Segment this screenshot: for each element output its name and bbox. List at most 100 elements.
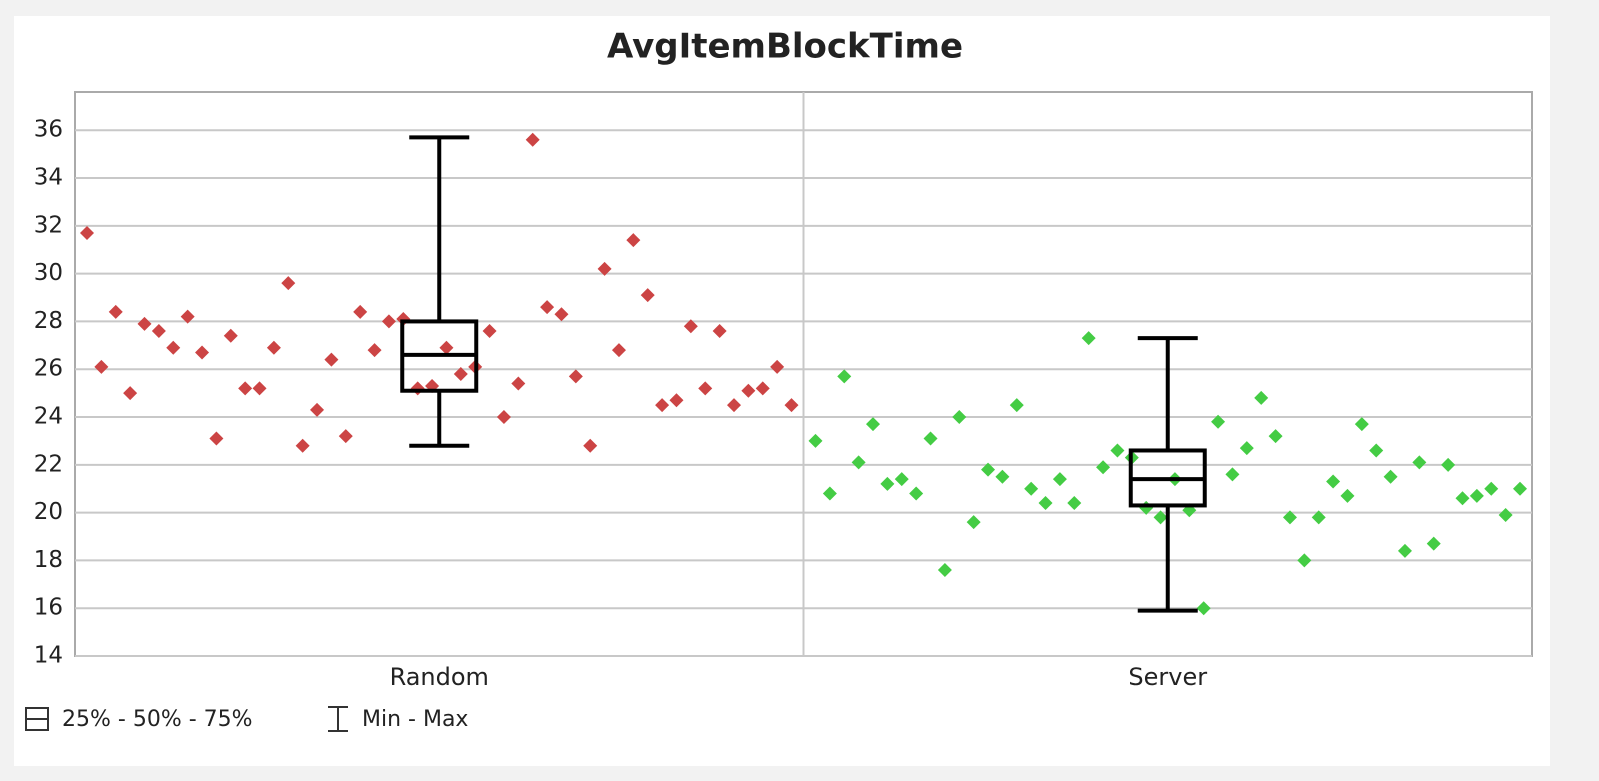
data-point — [1354, 417, 1369, 432]
data-point — [1239, 441, 1254, 456]
data-point — [1498, 508, 1513, 522]
data-point — [195, 345, 210, 360]
data-point — [966, 515, 981, 530]
data-point — [1254, 390, 1269, 405]
panel — [14, 16, 1550, 766]
data-point — [137, 316, 152, 331]
data-point — [568, 369, 583, 384]
x-tick-label: Server — [1128, 663, 1207, 691]
data-point — [439, 340, 454, 355]
data-point — [281, 276, 296, 291]
data-point — [923, 431, 938, 446]
data-point — [1110, 443, 1125, 458]
data-point — [482, 323, 497, 338]
data-point — [1397, 543, 1412, 558]
data-point — [1096, 460, 1111, 475]
data-point — [866, 417, 881, 432]
data-point — [640, 288, 655, 303]
data-point — [851, 455, 866, 470]
data-point — [1153, 510, 1168, 525]
data-point — [381, 314, 396, 329]
data-point — [822, 486, 837, 501]
y-tick-label: 28 — [34, 308, 63, 334]
data-point — [669, 393, 684, 408]
data-point — [995, 469, 1010, 484]
y-tick-label: 14 — [34, 643, 63, 669]
data-point — [209, 431, 224, 446]
y-tick-label: 22 — [34, 451, 63, 477]
data-point — [583, 438, 598, 453]
data-point — [1383, 469, 1398, 484]
y-tick-label: 30 — [34, 260, 63, 286]
data-point — [238, 381, 253, 396]
data-point — [353, 304, 368, 319]
data-point — [180, 309, 195, 324]
data-point — [1282, 510, 1297, 525]
data-point — [338, 429, 353, 444]
y-tick-label: 26 — [34, 356, 63, 382]
data-point — [1412, 455, 1427, 470]
data-point — [1484, 481, 1499, 496]
data-point — [266, 340, 281, 355]
data-point — [683, 319, 698, 334]
data-point — [252, 381, 267, 396]
data-point — [453, 367, 468, 381]
data-point — [880, 476, 895, 491]
data-point — [496, 410, 511, 425]
data-point — [597, 261, 612, 276]
data-point — [367, 343, 382, 358]
data-point — [511, 376, 526, 391]
data-point — [324, 352, 339, 367]
data-point — [1211, 414, 1226, 429]
data-point — [108, 304, 123, 319]
y-tick-label: 32 — [34, 212, 63, 238]
data-point — [611, 343, 626, 358]
data-point — [295, 438, 310, 453]
chart-title: AvgItemBlockTime — [607, 27, 963, 67]
data-point — [94, 359, 109, 374]
data-point — [1340, 488, 1355, 503]
legend-icon-whisker — [328, 706, 348, 732]
data-point — [698, 381, 713, 396]
data-point — [1196, 601, 1211, 616]
data-point — [655, 398, 670, 413]
data-point — [151, 323, 166, 338]
data-point — [1469, 488, 1484, 503]
y-tick-label: 16 — [34, 595, 63, 621]
y-tick-label: 34 — [34, 165, 63, 191]
data-point — [1369, 443, 1384, 458]
data-point — [1038, 496, 1053, 511]
data-point — [981, 462, 996, 477]
data-point — [80, 226, 94, 240]
data-point — [712, 323, 727, 338]
legend-label: Min - Max — [362, 707, 468, 732]
data-point — [894, 472, 909, 487]
data-point — [755, 381, 770, 396]
x-tick-label: Random — [390, 663, 489, 691]
data-point — [1081, 331, 1096, 346]
data-point — [1326, 474, 1341, 489]
data-point — [1009, 398, 1024, 413]
data-point — [808, 433, 823, 448]
y-tick-label: 36 — [34, 117, 63, 143]
y-tick-label: 24 — [34, 404, 63, 430]
data-point — [1513, 481, 1527, 496]
data-point — [1052, 472, 1067, 487]
data-point — [1455, 491, 1470, 506]
data-point — [1268, 429, 1283, 444]
data-point — [540, 300, 555, 315]
data-point — [525, 132, 540, 147]
data-point — [937, 562, 952, 577]
data-point — [123, 386, 138, 401]
data-point — [1441, 457, 1456, 472]
data-point — [626, 233, 641, 248]
data-point — [310, 402, 325, 417]
data-point — [1225, 467, 1240, 482]
y-tick-label: 18 — [34, 547, 63, 573]
legend-label: 25% - 50% - 75% — [62, 707, 253, 732]
data-point — [784, 398, 799, 413]
data-point — [1311, 510, 1326, 525]
data-point — [166, 340, 181, 355]
